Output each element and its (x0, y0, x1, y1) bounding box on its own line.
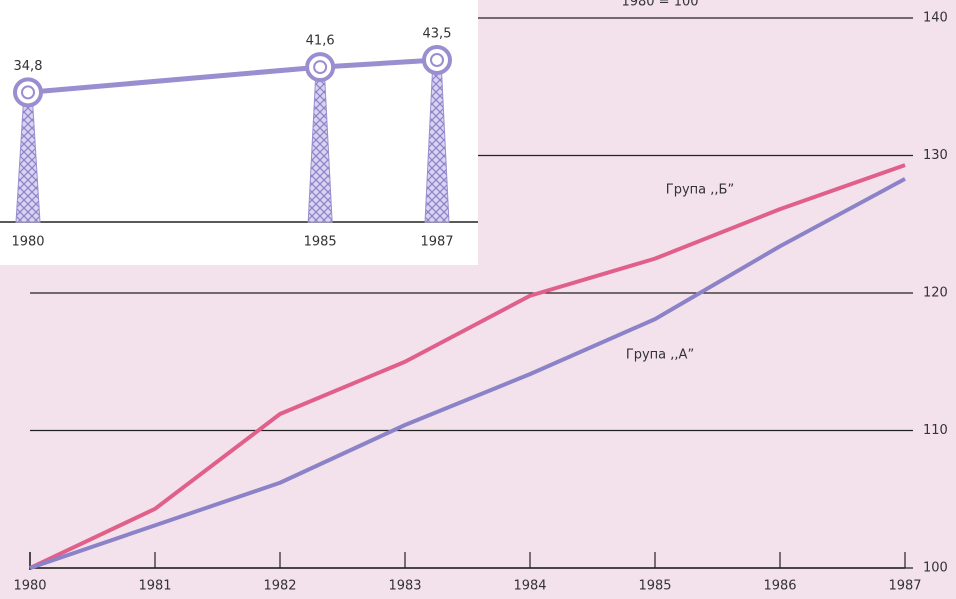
x-tick-label: 1987 (420, 235, 453, 250)
x-tick-label: 1983 (388, 579, 421, 594)
x-tick-label: 1985 (304, 235, 337, 250)
x-tick-label: 1981 (138, 579, 171, 594)
series-line (29, 163, 906, 570)
x-tick-label: 1987 (888, 579, 921, 594)
x-tick-label: 1982 (263, 579, 296, 594)
subtitle: 1980 = 100 (621, 0, 698, 10)
series-label: Група ,,А” (626, 348, 694, 363)
value-label: 34,8 (14, 59, 43, 74)
x-tick-label: 1984 (513, 579, 546, 594)
y-tick-label: 140 (923, 11, 948, 26)
series-line (29, 177, 906, 570)
y-tick-label: 100 (923, 561, 948, 576)
value-label: 41,6 (306, 34, 335, 49)
y-tick-label: 120 (923, 286, 948, 301)
x-tick-label: 1985 (638, 579, 671, 594)
tower-top-inner (21, 85, 35, 100)
y-tick-label: 110 (923, 423, 948, 438)
x-tick-label: 1980 (13, 579, 46, 594)
value-label: 43,5 (423, 27, 452, 42)
y-tick-label: 130 (923, 148, 948, 163)
series-label: Група ,,Б” (666, 183, 734, 198)
x-tick-label: 1980 (11, 235, 44, 250)
inset-background (0, 0, 478, 265)
tower-top-inner (313, 60, 328, 75)
x-tick-label: 1986 (763, 579, 796, 594)
tower-top-inner (430, 53, 444, 67)
